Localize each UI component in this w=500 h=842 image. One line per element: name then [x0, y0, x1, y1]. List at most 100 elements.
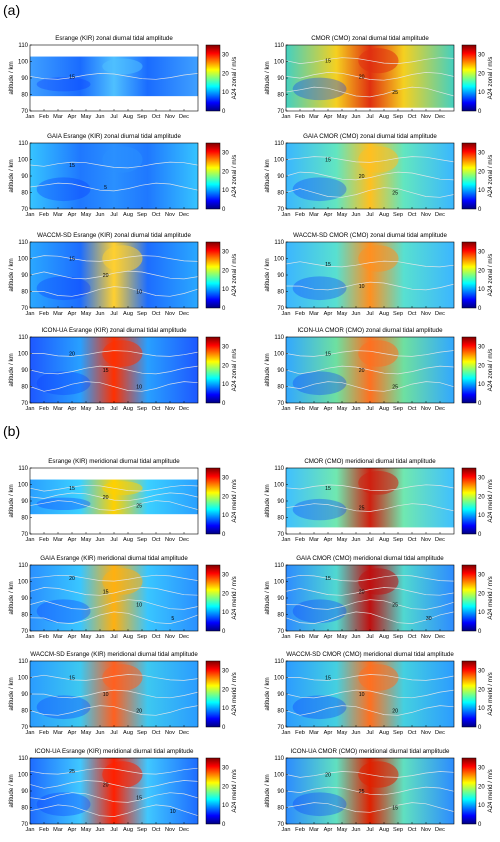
y-tick-label: 70	[277, 306, 284, 312]
colorbar-tick-label: 20	[478, 71, 485, 77]
contour-line	[29, 611, 199, 624]
contour-label: 20	[103, 495, 109, 501]
x-tick-label: Oct	[152, 406, 161, 412]
x-tick-label: Aug	[123, 311, 133, 317]
x-tick-label: Jul	[366, 827, 373, 833]
x-tick-label: Apr	[68, 827, 77, 833]
colorbar-tick-label: 20	[478, 591, 485, 597]
chart-panel: Esrange (KIR) zonal diurnal tidal amplit…	[8, 35, 238, 120]
contour-line	[29, 780, 199, 789]
y-tick-label: 90	[277, 789, 284, 795]
amplitude-minimum	[36, 371, 91, 396]
x-tick-label: May	[337, 212, 348, 218]
amplitude-maximum	[358, 761, 399, 788]
x-tick-label: Feb	[295, 537, 305, 543]
y-axis-label: altitude / km	[264, 774, 271, 807]
x-tick-label: Dec	[435, 730, 445, 736]
x-tick-label: Jan	[281, 537, 290, 543]
chart-panel: CMOR (CMO) meridional diurnal tidal ampl…	[264, 458, 494, 543]
x-tick-label: Feb	[39, 537, 49, 543]
y-tick-label: 90	[21, 692, 28, 698]
x-tick-label: Mar	[53, 634, 63, 640]
colorbar-tick-label: 0	[478, 306, 482, 312]
colorbar-label: A24 merid / m/s	[231, 479, 238, 522]
x-tick-label: Jul	[110, 537, 117, 543]
contour-line	[285, 381, 455, 392]
colorbar-tick-label: 10	[222, 513, 229, 519]
contour-label: 15	[325, 262, 331, 268]
contour-label: 10	[359, 284, 365, 290]
colorbar	[205, 757, 221, 825]
colorbar-tick-label: 20	[478, 363, 485, 369]
colorbar-label: A24 merid / m/s	[487, 672, 494, 715]
contour-label: 10	[136, 385, 142, 391]
colorbar-tick-label: 0	[222, 532, 226, 538]
x-tick-label: Feb	[39, 406, 49, 412]
colorbar-label: A24 merid / m/s	[231, 672, 238, 715]
y-tick-label: 110	[18, 756, 28, 762]
chart-panel: WACCM-SD Esrange (KIR) meridional diurna…	[8, 651, 238, 736]
x-tick-label: Apr	[324, 212, 333, 218]
contour-line	[285, 674, 455, 681]
y-axis-label: altitude / km	[8, 677, 15, 710]
y-tick-label: 80	[21, 516, 28, 522]
colorbar	[205, 44, 221, 112]
x-tick-label: Jan	[25, 827, 34, 833]
x-tick-label: Jan	[281, 311, 290, 317]
contour-line	[29, 767, 199, 775]
y-tick-label: 80	[21, 290, 28, 296]
x-tick-label: Jul	[110, 827, 117, 833]
contour-line	[29, 365, 199, 375]
amplitude-maximum	[102, 664, 143, 691]
x-tick-label: Mar	[53, 406, 63, 412]
y-tick-label: 90	[21, 789, 28, 795]
contour-label: 20	[325, 773, 331, 779]
y-tick-label: 110	[18, 141, 28, 147]
x-tick-label: Jun	[95, 212, 104, 218]
x-tick-label: Mar	[309, 406, 319, 412]
y-tick-label: 80	[277, 516, 284, 522]
colorbar-tick-label: 30	[222, 668, 229, 674]
y-tick-label: 110	[274, 43, 284, 49]
contour-label: 25	[136, 504, 142, 510]
x-tick-label: May	[81, 827, 92, 833]
contour-label: 25	[392, 191, 398, 197]
x-tick-label: Jun	[351, 212, 360, 218]
contour-label: 15	[325, 59, 331, 65]
contour-line	[285, 574, 455, 582]
x-tick-label: Jun	[351, 730, 360, 736]
y-tick-label: 110	[18, 240, 28, 246]
contour-line	[29, 674, 199, 681]
x-tick-label: Jan	[281, 114, 290, 120]
x-tick-label: Jun	[95, 114, 104, 120]
x-tick-label: Apr	[68, 406, 77, 412]
x-tick-label: Feb	[39, 730, 49, 736]
x-tick-label: Sep	[393, 537, 403, 543]
amplitude-maximum	[102, 481, 143, 496]
contour-label: 25	[392, 385, 398, 391]
x-tick-label: Sep	[137, 730, 147, 736]
colorbar-tick-label: 30	[222, 249, 229, 255]
y-axis-label: altitude / km	[264, 258, 271, 291]
y-tick-label: 70	[21, 725, 28, 731]
x-tick-label: Aug	[379, 212, 389, 218]
x-tick-label: Jul	[110, 114, 117, 120]
contour-line	[29, 381, 199, 392]
contour-label: 10	[136, 603, 142, 609]
x-tick-label: Jun	[95, 634, 104, 640]
y-tick-label: 110	[18, 335, 28, 341]
y-tick-label: 80	[21, 93, 28, 99]
x-tick-label: Nov	[421, 634, 431, 640]
chart-title: ICON-UA CMOR (CMO) meridional diurnal ti…	[291, 748, 450, 755]
x-tick-label: Oct	[408, 537, 417, 543]
amplitude-minimum	[292, 177, 347, 202]
y-tick-label: 100	[18, 580, 29, 586]
y-tick-label: 80	[277, 709, 284, 715]
x-tick-label: Dec	[179, 537, 189, 543]
x-tick-label: Nov	[165, 311, 175, 317]
x-tick-label: May	[337, 730, 348, 736]
x-tick-label: Dec	[435, 537, 445, 543]
x-tick-label: Apr	[68, 634, 77, 640]
colorbar-tick-label: 10	[478, 287, 485, 293]
